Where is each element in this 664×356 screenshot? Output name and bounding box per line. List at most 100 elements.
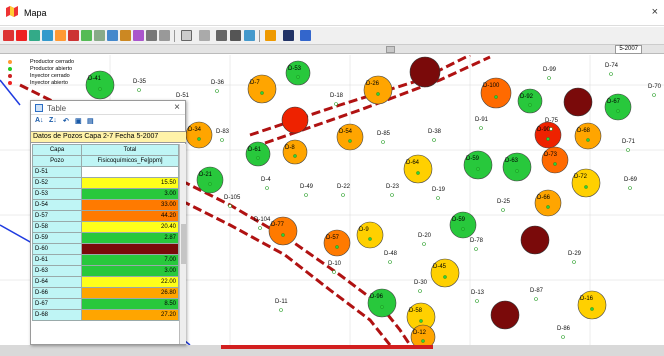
select-icon[interactable]	[107, 30, 118, 41]
well-marker[interactable]	[547, 76, 551, 80]
well-marker[interactable]: D-59	[449, 211, 477, 239]
well-marker[interactable]	[628, 186, 632, 190]
well-marker[interactable]	[281, 106, 309, 134]
pozo-cell[interactable]: D-67	[32, 298, 82, 310]
well-marker[interactable]	[479, 126, 483, 130]
fe-value-cell[interactable]: 27.20	[81, 309, 179, 321]
well-marker[interactable]: D-8	[282, 139, 308, 165]
well-marker[interactable]	[626, 148, 630, 152]
well-marker[interactable]	[432, 138, 436, 142]
table-row[interactable]: D-66 26.80	[32, 287, 179, 299]
well-marker[interactable]	[474, 247, 478, 251]
table-row[interactable]: D-54 33.00	[32, 199, 179, 211]
table-row[interactable]: D-59 2.87	[32, 232, 179, 244]
fe-value-cell[interactable]: 20.40	[81, 221, 179, 233]
fe-value-cell[interactable]: 8.50	[81, 298, 179, 310]
camera-icon[interactable]: ▣	[75, 118, 82, 125]
table-row[interactable]: D-63 3.00	[32, 265, 179, 277]
well-marker[interactable]	[279, 308, 283, 312]
well-marker[interactable]: D-53	[285, 60, 311, 86]
layer-icon[interactable]	[3, 30, 14, 41]
pozo-cell[interactable]: D-64	[32, 276, 82, 288]
table-row[interactable]: D-53 3.00	[32, 188, 179, 200]
fe-value-cell[interactable]: 15.50	[81, 177, 179, 189]
well-marker[interactable]	[220, 138, 224, 142]
fe-value-cell[interactable]: 44.20	[81, 210, 179, 222]
well-marker[interactable]: D-64	[403, 154, 433, 184]
legend-icon[interactable]	[244, 30, 255, 41]
pozo-cell[interactable]: D-61	[32, 254, 82, 266]
table-row[interactable]: D-58 20.40	[32, 221, 179, 233]
well-marker[interactable]: D-45	[430, 258, 460, 288]
well-marker[interactable]: D-72	[571, 168, 601, 198]
fe-value-cell[interactable]	[81, 243, 179, 255]
well-marker[interactable]: D-54	[336, 123, 364, 151]
grid-icon[interactable]	[29, 30, 40, 41]
fe-value-cell[interactable]: 7.00	[81, 254, 179, 266]
well-marker[interactable]	[388, 260, 392, 264]
time-scrollbar-thumb[interactable]	[386, 46, 395, 53]
well-marker[interactable]	[215, 89, 219, 93]
well-marker[interactable]: D-61	[245, 141, 271, 167]
table-row[interactable]: D-64 22.00	[32, 276, 179, 288]
table-scrollbar[interactable]	[179, 144, 186, 344]
well-marker[interactable]: D-7	[247, 74, 277, 104]
well-marker[interactable]	[436, 196, 440, 200]
well-marker[interactable]	[334, 102, 338, 106]
pozo-cell[interactable]: D-53	[32, 188, 82, 200]
pozo-cell[interactable]: D-52	[32, 177, 82, 189]
well-marker[interactable]	[418, 289, 422, 293]
pozo-cell[interactable]: D-63	[32, 265, 82, 277]
well-marker[interactable]: D-100	[480, 77, 512, 109]
fe-value-cell[interactable]: 33.00	[81, 199, 179, 211]
well-marker[interactable]: D-41	[85, 70, 115, 100]
well-marker[interactable]	[228, 204, 232, 208]
save-icon[interactable]	[283, 30, 294, 41]
column-header-capa[interactable]: Capa	[32, 144, 82, 156]
well-marker[interactable]	[258, 226, 262, 230]
well-marker[interactable]	[572, 260, 576, 264]
pen-icon[interactable]	[230, 30, 241, 41]
zoom-icon[interactable]	[146, 30, 157, 41]
filter-icon[interactable]	[94, 30, 105, 41]
export-icon[interactable]	[199, 30, 210, 41]
table-icon[interactable]	[42, 30, 53, 41]
fe-value-cell[interactable]: 26.80	[81, 287, 179, 299]
pozo-cell[interactable]: D-54	[32, 199, 82, 211]
well-marker[interactable]: D-90	[534, 121, 562, 149]
well-marker[interactable]: D-16	[577, 290, 607, 320]
well-marker[interactable]	[563, 87, 593, 117]
window-icon[interactable]	[300, 30, 311, 41]
well-marker[interactable]: D-96	[367, 288, 397, 318]
open-folder-icon[interactable]	[265, 30, 276, 41]
well-marker[interactable]	[137, 88, 141, 92]
well-marker[interactable]: D-57	[323, 229, 351, 257]
well-marker[interactable]: D-26	[363, 75, 393, 105]
well-marker[interactable]	[609, 72, 613, 76]
well-marker[interactable]: D-63	[502, 152, 532, 182]
well-marker[interactable]	[549, 127, 553, 131]
well-marker[interactable]	[409, 56, 441, 88]
table-row[interactable]: D-51	[32, 166, 179, 178]
table-row[interactable]: D-57 44.20	[32, 210, 179, 222]
well-marker[interactable]	[332, 270, 336, 274]
well-marker[interactable]: D-77	[268, 216, 298, 246]
pozo-cell[interactable]: D-66	[32, 287, 82, 299]
well-marker[interactable]	[422, 242, 426, 246]
chart-icon[interactable]	[68, 30, 79, 41]
fe-value-cell[interactable]: 22.00	[81, 276, 179, 288]
well-marker[interactable]	[390, 193, 394, 197]
well-marker[interactable]	[490, 300, 520, 330]
data-table-window[interactable]: Table × A↓ Z↓ ↶ ▣ ▤ Datos de Pozos Capa …	[30, 100, 186, 345]
column-header-total[interactable]: Total	[81, 144, 179, 156]
table-row[interactable]: D-60	[32, 243, 179, 255]
well-marker[interactable]: D-34	[185, 121, 213, 149]
fe-value-cell[interactable]: 3.00	[81, 265, 179, 277]
pozo-cell[interactable]: D-58	[32, 221, 82, 233]
pozo-cell[interactable]: D-57	[32, 210, 82, 222]
well-marker[interactable]: D-67	[604, 93, 632, 121]
print-icon[interactable]: ▤	[87, 118, 94, 125]
pie-icon[interactable]	[55, 30, 66, 41]
well-marker[interactable]: D-21	[196, 166, 224, 194]
pozo-cell[interactable]: D-59	[32, 232, 82, 244]
